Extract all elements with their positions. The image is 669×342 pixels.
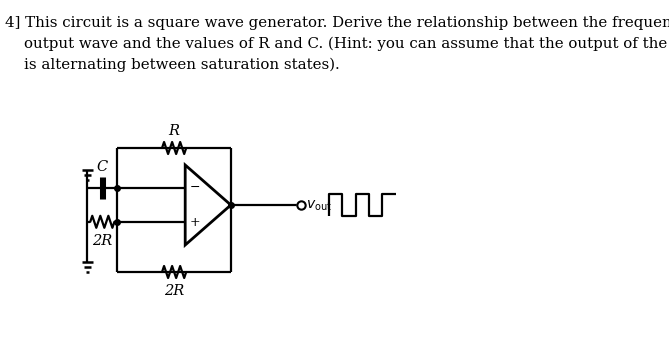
Text: 2R: 2R	[92, 234, 112, 248]
Text: C: C	[97, 160, 108, 174]
Text: R: R	[169, 124, 179, 138]
Text: 2R: 2R	[164, 284, 184, 298]
Text: $v_{\rm out}$: $v_{\rm out}$	[306, 199, 332, 213]
Text: −: −	[190, 181, 201, 194]
Text: 4] This circuit is a square wave generator. Derive the relationship between the : 4] This circuit is a square wave generat…	[5, 16, 669, 30]
Text: +: +	[190, 216, 201, 229]
Text: is alternating between saturation states).: is alternating between saturation states…	[5, 58, 340, 73]
Text: output wave and the values of R and C. (Hint: you can assume that the output of : output wave and the values of R and C. (…	[5, 37, 669, 51]
